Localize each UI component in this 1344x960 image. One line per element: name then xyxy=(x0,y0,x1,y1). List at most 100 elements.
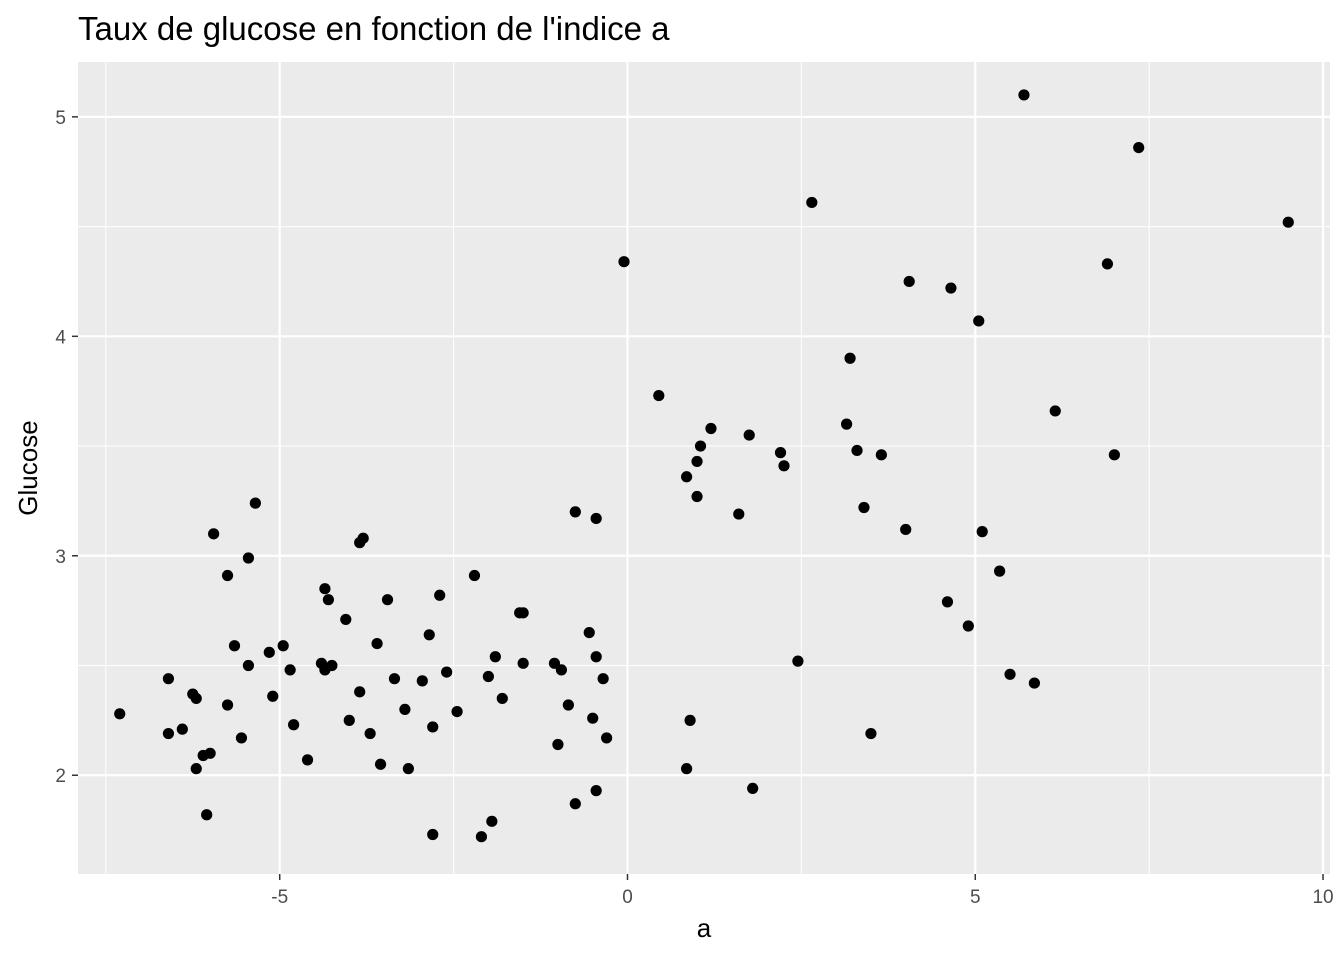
data-point xyxy=(681,471,693,483)
data-point xyxy=(267,690,279,702)
data-point xyxy=(590,651,602,663)
data-point xyxy=(684,714,696,726)
data-point xyxy=(691,455,703,468)
data-point xyxy=(496,692,508,705)
data-point xyxy=(277,640,289,652)
data-point xyxy=(388,673,401,685)
data-point xyxy=(434,589,446,601)
y-axis-title: Glucose xyxy=(13,420,43,515)
data-point xyxy=(517,657,529,669)
data-point xyxy=(190,763,202,775)
x-axis-ticks: -5 0 5 10 xyxy=(271,874,1334,908)
data-point xyxy=(284,664,296,676)
data-point xyxy=(976,526,988,538)
data-point xyxy=(204,747,216,759)
x-tick-label: 0 xyxy=(622,887,633,908)
data-point xyxy=(288,719,300,731)
data-point xyxy=(176,723,188,735)
data-point xyxy=(357,532,369,544)
data-point xyxy=(263,646,275,658)
data-point xyxy=(747,782,759,795)
data-point xyxy=(900,523,912,536)
data-point xyxy=(235,732,248,744)
data-point xyxy=(326,659,338,672)
data-point xyxy=(569,798,581,810)
data-point xyxy=(427,828,439,841)
data-point xyxy=(517,607,529,619)
data-point xyxy=(451,706,463,718)
data-point xyxy=(374,758,387,770)
data-point xyxy=(340,613,352,626)
data-point xyxy=(618,256,630,268)
data-point xyxy=(844,352,856,364)
data-point xyxy=(994,565,1006,577)
y-axis-ticks: 2 3 4 5 xyxy=(55,108,78,787)
data-point xyxy=(555,664,568,676)
data-point xyxy=(343,714,355,726)
data-point xyxy=(562,699,574,711)
data-point xyxy=(1101,258,1114,270)
data-point xyxy=(301,754,314,766)
y-tick-label: 2 xyxy=(55,766,66,787)
data-point xyxy=(548,657,561,669)
data-point xyxy=(381,594,394,606)
data-point xyxy=(475,831,488,843)
data-point xyxy=(941,596,954,608)
data-point xyxy=(778,460,790,472)
y-tick-label: 5 xyxy=(55,108,66,129)
data-point xyxy=(242,659,255,672)
data-point xyxy=(903,275,915,288)
data-point xyxy=(705,422,717,435)
data-point xyxy=(221,569,234,582)
data-point xyxy=(399,703,411,716)
data-point xyxy=(441,666,453,678)
data-point xyxy=(681,763,693,775)
data-point xyxy=(973,315,985,327)
data-point xyxy=(587,712,599,724)
data-point xyxy=(364,727,376,740)
data-point xyxy=(162,727,175,740)
data-point xyxy=(597,673,609,685)
y-tick-label: 3 xyxy=(55,547,66,568)
data-point xyxy=(354,686,366,698)
data-point xyxy=(114,708,126,720)
data-point xyxy=(569,506,581,518)
major-gridlines xyxy=(78,62,1330,874)
data-point xyxy=(221,699,234,711)
plot-panel xyxy=(78,62,1330,874)
data-point xyxy=(733,508,745,520)
data-point xyxy=(590,512,602,525)
data-point xyxy=(190,692,202,705)
data-point xyxy=(249,497,261,509)
data-point xyxy=(162,673,175,685)
data-point xyxy=(590,785,602,797)
data-point xyxy=(691,490,703,503)
data-point xyxy=(1133,141,1145,154)
data-point xyxy=(851,444,863,457)
data-point xyxy=(423,629,435,641)
data-point xyxy=(468,569,481,582)
x-tick-label: -5 xyxy=(271,887,288,908)
data-point xyxy=(416,675,428,687)
data-point xyxy=(601,732,613,744)
data-point xyxy=(427,721,439,733)
data-point xyxy=(371,637,383,650)
data-points xyxy=(114,89,1294,843)
data-point xyxy=(945,282,957,294)
chart-title: Taux de glucose en fonction de l'indice … xyxy=(78,10,670,47)
data-point xyxy=(489,651,501,663)
data-point xyxy=(402,763,414,775)
x-tick-label: 5 xyxy=(970,887,981,908)
data-point xyxy=(806,196,818,209)
data-point xyxy=(962,620,974,632)
data-point xyxy=(858,501,870,514)
data-point xyxy=(482,670,494,683)
data-point xyxy=(1282,216,1294,228)
data-point xyxy=(208,528,220,540)
data-point xyxy=(583,626,595,639)
data-point xyxy=(875,449,887,461)
data-point xyxy=(486,815,498,827)
data-point xyxy=(792,655,804,667)
data-point xyxy=(653,389,665,402)
